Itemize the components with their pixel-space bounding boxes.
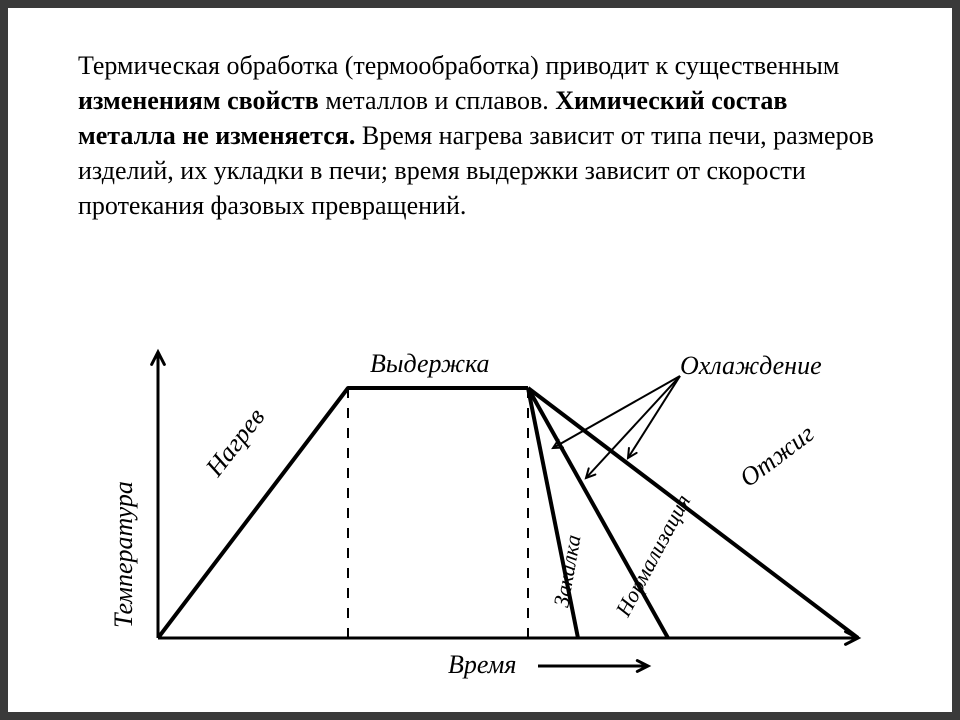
paragraph-run: Термическая обработка (термообработка) п… xyxy=(78,51,839,80)
svg-text:Время: Время xyxy=(448,650,516,679)
paragraph-run: изменениям свойств xyxy=(78,86,319,115)
svg-text:Температура: Температура xyxy=(109,481,138,628)
svg-text:Выдержка: Выдержка xyxy=(370,349,490,378)
svg-text:Нагрев: Нагрев xyxy=(199,403,270,483)
heat-treatment-diagram: Время Температура Нагрев Выдержка Охлаждение… xyxy=(88,328,888,688)
paragraph: Термическая обработка (термообработка) п… xyxy=(78,48,878,223)
svg-text:Закалка: Закалка xyxy=(548,533,585,609)
svg-text:Отжиг: Отжиг xyxy=(734,419,819,493)
svg-text:Охлаждение: Охлаждение xyxy=(680,351,822,380)
paragraph-run: металлов и сплавов. xyxy=(319,86,555,115)
slide: Термическая обработка (термообработка) п… xyxy=(8,8,952,712)
